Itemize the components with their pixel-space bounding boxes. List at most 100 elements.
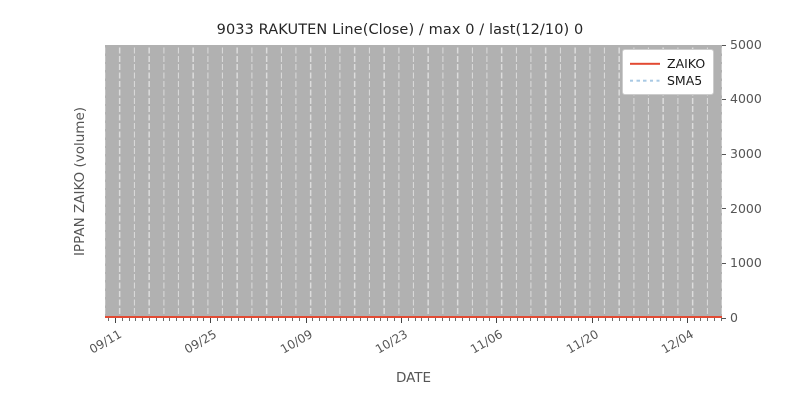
x-axis-minor-tick <box>434 318 436 321</box>
x-axis-major-tick <box>115 318 116 323</box>
x-axis-minor-tick <box>373 318 375 321</box>
x-axis-minor-tick <box>203 318 205 321</box>
x-axis-minor-tick <box>285 318 287 321</box>
y-axis-tick-label: 4000 <box>730 91 762 107</box>
x-axis-minor-tick <box>162 318 164 321</box>
x-axis-minor-tick <box>407 318 409 321</box>
x-axis-minor-tick <box>332 318 334 321</box>
x-axis-minor-tick <box>475 318 477 321</box>
x-axis-minor-tick <box>625 318 627 321</box>
x-axis-minor-tick <box>707 318 709 321</box>
legend-label-sma5: SMA5 <box>667 73 703 88</box>
x-axis-minor-tick <box>360 318 362 321</box>
x-axis-minor-tick <box>128 318 130 321</box>
y-axis-tick-label: 2000 <box>730 200 762 216</box>
x-axis-minor-tick <box>448 318 450 321</box>
x-axis-tick-label: 10/09 <box>277 327 315 357</box>
x-axis-title: DATE <box>395 370 432 386</box>
x-axis-minor-tick <box>516 318 518 321</box>
x-axis-tick-label: 12/04 <box>658 327 696 357</box>
x-axis-minor-tick <box>462 318 464 321</box>
x-axis-minor-tick <box>319 318 321 321</box>
x-axis-minor-tick <box>230 318 232 321</box>
y-axis-tick-label: 0 <box>730 309 738 325</box>
y-axis-tick-mark <box>722 317 726 319</box>
x-axis-minor-tick <box>346 318 348 321</box>
legend-label-zaiko: ZAIKO <box>667 56 706 71</box>
x-axis-minor-tick <box>251 318 253 321</box>
x-axis-minor-tick <box>428 318 430 321</box>
y-axis-tick-label: 1000 <box>730 255 762 271</box>
x-axis-minor-tick <box>278 318 280 321</box>
x-axis-tick-label: 11/06 <box>468 327 506 357</box>
x-axis-minor-tick <box>503 318 504 321</box>
x-axis-minor-tick <box>135 318 137 321</box>
x-axis-minor-tick <box>679 318 681 321</box>
x-axis-minor-tick <box>421 318 423 321</box>
x-axis-minor-tick <box>564 318 566 321</box>
gridline-dash-mask <box>105 45 722 318</box>
x-axis-minor-tick <box>169 318 171 321</box>
x-axis-minor-tick <box>468 318 470 321</box>
x-axis-minor-tick <box>196 318 198 321</box>
x-axis-major-tick <box>496 318 498 323</box>
x-axis-minor-tick <box>312 318 314 321</box>
x-axis-minor-tick <box>543 318 545 321</box>
x-axis-minor-tick <box>387 318 389 321</box>
x-axis-tick-label: 10/23 <box>372 327 410 357</box>
x-axis-minor-tick <box>271 318 273 321</box>
x-axis-minor-tick <box>217 318 219 321</box>
x-axis-minor-tick <box>264 318 266 321</box>
x-axis-minor-tick <box>482 318 484 321</box>
x-axis-minor-tick <box>183 318 185 321</box>
x-axis-minor-tick <box>121 318 123 321</box>
x-axis-minor-tick <box>666 318 668 321</box>
x-axis-minor-tick <box>557 318 559 321</box>
x-axis-minor-tick <box>598 318 600 321</box>
x-axis-minor-tick <box>530 318 532 321</box>
x-axis-minor-tick <box>611 318 613 321</box>
x-axis-minor-tick <box>394 318 396 321</box>
legend-item-sma5[interactable]: SMA5 <box>630 72 705 89</box>
x-axis-minor-tick <box>720 318 722 321</box>
x-axis-minor-tick <box>326 318 328 321</box>
x-axis-tick-label: 09/25 <box>182 327 220 357</box>
x-axis-minor-tick <box>489 318 491 321</box>
x-axis-minor-tick <box>149 318 151 321</box>
x-axis-major-tick <box>305 318 307 323</box>
y-axis-tick-mark <box>722 208 726 210</box>
x-axis-minor-tick <box>257 318 259 321</box>
x-axis-minor-tick <box>291 318 293 321</box>
x-axis-minor-tick <box>441 318 443 321</box>
x-axis-minor-tick <box>223 318 225 321</box>
x-axis-major-tick <box>591 318 593 323</box>
legend-swatch-sma5-icon <box>630 76 660 86</box>
x-axis-minor-tick <box>176 318 178 321</box>
x-axis-major-tick <box>210 318 212 323</box>
x-axis-minor-tick <box>380 318 382 321</box>
y-axis-tick-label: 3000 <box>730 145 762 161</box>
x-axis-minor-tick <box>523 318 525 321</box>
x-axis-minor-tick <box>693 318 695 321</box>
x-axis-minor-tick <box>155 318 157 321</box>
x-axis-minor-tick <box>142 318 144 321</box>
x-axis-minor-tick <box>652 318 654 321</box>
x-axis-minor-tick <box>714 318 716 321</box>
x-axis-major-tick <box>400 318 402 323</box>
x-axis-minor-tick <box>339 318 341 321</box>
x-axis-minor-tick <box>659 318 661 321</box>
y-axis-tick-label: 5000 <box>730 36 762 52</box>
x-axis-minor-tick <box>244 318 246 321</box>
x-axis-tick-label: 11/20 <box>563 327 601 357</box>
y-axis-tick-mark <box>722 262 726 264</box>
legend-item-zaiko[interactable]: ZAIKO <box>630 55 705 72</box>
x-axis-minor-tick <box>237 318 239 321</box>
legend-swatch-zaiko-icon <box>630 59 660 69</box>
x-axis-minor-tick <box>632 318 634 321</box>
chart-title: 9033 RAKUTEN Line(Close) / max 0 / last(… <box>216 22 584 38</box>
x-axis-minor-tick <box>550 318 552 321</box>
x-axis-minor-tick <box>353 318 355 321</box>
chart-legend[interactable]: ZAIKO SMA5 <box>622 49 715 95</box>
x-axis-tick-label: 09/11 <box>87 327 124 357</box>
